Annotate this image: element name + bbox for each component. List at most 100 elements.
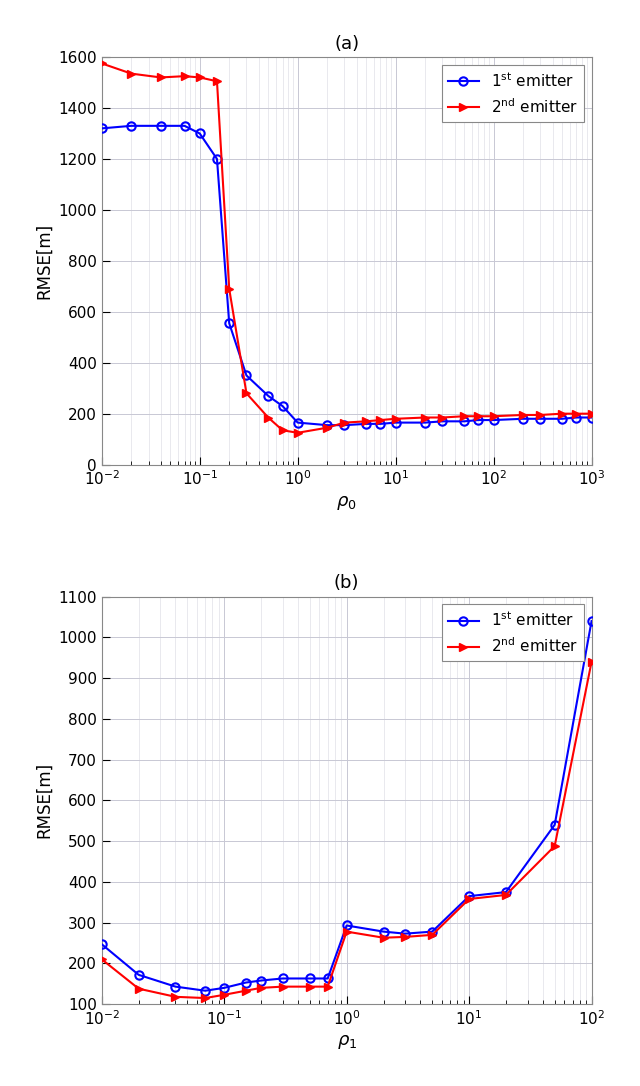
2$^{\mathrm{nd}}$ emitter — [279, 981, 287, 994]
1$^{\mathrm{st}}$ emitter — [196, 127, 204, 140]
2$^{\mathrm{nd}}$ emitter — [460, 409, 468, 422]
1$^{\mathrm{st}}$ emitter — [323, 418, 331, 431]
2$^{\mathrm{nd}}$ emitter — [225, 282, 233, 295]
1$^{\mathrm{st}}$ emitter — [380, 925, 387, 938]
2$^{\mathrm{nd}}$ emitter — [127, 67, 135, 80]
1$^{\mathrm{st}}$ emitter — [340, 418, 348, 431]
2$^{\mathrm{nd}}$ emitter — [324, 981, 332, 994]
1$^{\mathrm{st}}$ emitter — [127, 119, 135, 132]
Y-axis label: RMSE[m]: RMSE[m] — [35, 762, 53, 838]
2$^{\mathrm{nd}}$ emitter — [536, 408, 544, 421]
X-axis label: $\rho_1$: $\rho_1$ — [337, 1033, 357, 1051]
1$^{\mathrm{st}}$ emitter — [465, 889, 473, 902]
1$^{\mathrm{st}}$ emitter — [242, 976, 250, 989]
1$^{\mathrm{st}}$ emitter — [278, 400, 286, 413]
1$^{\mathrm{st}}$ emitter — [421, 416, 429, 429]
1$^{\mathrm{st}}$ emitter — [502, 885, 510, 898]
1$^{\mathrm{st}}$ emitter — [324, 972, 332, 985]
1$^{\mathrm{st}}$ emitter — [588, 411, 595, 424]
X-axis label: $\rho_0$: $\rho_0$ — [337, 494, 357, 512]
2$^{\mathrm{nd}}$ emitter — [264, 411, 272, 424]
1$^{\mathrm{st}}$ emitter — [98, 122, 106, 135]
Line: 1$^{\mathrm{st}}$ emitter: 1$^{\mathrm{st}}$ emitter — [97, 617, 596, 995]
2$^{\mathrm{nd}}$ emitter — [243, 387, 250, 400]
2$^{\mathrm{nd}}$ emitter — [323, 421, 331, 434]
2$^{\mathrm{nd}}$ emitter — [242, 984, 250, 997]
2$^{\mathrm{nd}}$ emitter — [213, 75, 221, 88]
2$^{\mathrm{nd}}$ emitter — [475, 409, 483, 422]
2$^{\mathrm{nd}}$ emitter — [392, 413, 399, 426]
2$^{\mathrm{nd}}$ emitter — [588, 407, 595, 420]
2$^{\mathrm{nd}}$ emitter — [421, 411, 429, 424]
1$^{\mathrm{st}}$ emitter — [460, 415, 468, 428]
1$^{\mathrm{st}}$ emitter — [558, 413, 566, 426]
1$^{\mathrm{st}}$ emitter — [392, 416, 399, 429]
1$^{\mathrm{st}}$ emitter — [243, 369, 250, 382]
Line: 2$^{\mathrm{nd}}$ emitter: 2$^{\mathrm{nd}}$ emitter — [97, 60, 596, 437]
2$^{\mathrm{nd}}$ emitter — [306, 981, 314, 994]
1$^{\mathrm{st}}$ emitter — [376, 417, 384, 430]
Line: 2$^{\mathrm{nd}}$ emitter: 2$^{\mathrm{nd}}$ emitter — [97, 658, 596, 1002]
2$^{\mathrm{nd}}$ emitter — [340, 416, 348, 429]
2$^{\mathrm{nd}}$ emitter — [343, 925, 351, 938]
1$^{\mathrm{st}}$ emitter — [438, 415, 446, 428]
2$^{\mathrm{nd}}$ emitter — [220, 988, 228, 1001]
2$^{\mathrm{nd}}$ emitter — [135, 982, 143, 995]
1$^{\mathrm{st}}$ emitter — [157, 119, 164, 132]
2$^{\mathrm{nd}}$ emitter — [172, 990, 179, 1003]
1$^{\mathrm{st}}$ emitter — [294, 416, 301, 429]
Title: (b): (b) — [334, 574, 360, 592]
1$^{\mathrm{st}}$ emitter — [202, 984, 209, 997]
2$^{\mathrm{nd}}$ emitter — [157, 71, 164, 84]
2$^{\mathrm{nd}}$ emitter — [278, 424, 286, 437]
2$^{\mathrm{nd}}$ emitter — [465, 893, 473, 906]
1$^{\mathrm{st}}$ emitter — [536, 413, 544, 426]
2$^{\mathrm{nd}}$ emitter — [362, 415, 370, 428]
1$^{\mathrm{st}}$ emitter — [362, 417, 370, 430]
Title: (a): (a) — [334, 35, 359, 53]
2$^{\mathrm{nd}}$ emitter — [502, 888, 510, 901]
2$^{\mathrm{nd}}$ emitter — [98, 952, 106, 965]
1$^{\mathrm{st}}$ emitter — [172, 981, 179, 994]
2$^{\mathrm{nd}}$ emitter — [588, 655, 595, 668]
2$^{\mathrm{nd}}$ emitter — [573, 407, 580, 420]
1$^{\mathrm{st}}$ emitter — [213, 152, 221, 165]
1$^{\mathrm{st}}$ emitter — [551, 819, 559, 832]
2$^{\mathrm{nd}}$ emitter — [196, 71, 204, 84]
1$^{\mathrm{st}}$ emitter — [98, 937, 106, 950]
1$^{\mathrm{st}}$ emitter — [490, 414, 497, 427]
2$^{\mathrm{nd}}$ emitter — [380, 931, 387, 944]
1$^{\mathrm{st}}$ emitter — [519, 413, 527, 426]
1$^{\mathrm{st}}$ emitter — [135, 969, 143, 982]
2$^{\mathrm{nd}}$ emitter — [519, 408, 527, 421]
2$^{\mathrm{nd}}$ emitter — [257, 982, 265, 995]
1$^{\mathrm{st}}$ emitter — [306, 972, 314, 985]
2$^{\mathrm{nd}}$ emitter — [551, 839, 559, 853]
1$^{\mathrm{st}}$ emitter — [588, 615, 595, 628]
1$^{\mathrm{st}}$ emitter — [264, 390, 272, 403]
2$^{\mathrm{nd}}$ emitter — [98, 56, 106, 70]
1$^{\mathrm{st}}$ emitter — [180, 119, 188, 132]
1$^{\mathrm{st}}$ emitter — [573, 411, 580, 424]
1$^{\mathrm{st}}$ emitter — [428, 925, 436, 938]
2$^{\mathrm{nd}}$ emitter — [558, 407, 566, 420]
1$^{\mathrm{st}}$ emitter — [279, 972, 287, 985]
1$^{\mathrm{st}}$ emitter — [220, 982, 228, 995]
1$^{\mathrm{st}}$ emitter — [225, 317, 233, 330]
2$^{\mathrm{nd}}$ emitter — [202, 992, 209, 1005]
Line: 1$^{\mathrm{st}}$ emitter: 1$^{\mathrm{st}}$ emitter — [97, 122, 596, 429]
1$^{\mathrm{st}}$ emitter — [343, 919, 351, 932]
Y-axis label: RMSE[m]: RMSE[m] — [35, 223, 52, 299]
2$^{\mathrm{nd}}$ emitter — [376, 414, 384, 427]
1$^{\mathrm{st}}$ emitter — [475, 414, 483, 427]
Legend: 1$^{\mathrm{st}}$ emitter, 2$^{\mathrm{nd}}$ emitter: 1$^{\mathrm{st}}$ emitter, 2$^{\mathrm{n… — [442, 604, 584, 661]
2$^{\mathrm{nd}}$ emitter — [438, 411, 446, 424]
1$^{\mathrm{st}}$ emitter — [257, 974, 265, 987]
2$^{\mathrm{nd}}$ emitter — [180, 70, 188, 83]
Legend: 1$^{\mathrm{st}}$ emitter, 2$^{\mathrm{nd}}$ emitter: 1$^{\mathrm{st}}$ emitter, 2$^{\mathrm{n… — [442, 65, 584, 122]
2$^{\mathrm{nd}}$ emitter — [428, 929, 436, 942]
1$^{\mathrm{st}}$ emitter — [401, 927, 409, 940]
2$^{\mathrm{nd}}$ emitter — [490, 409, 497, 422]
2$^{\mathrm{nd}}$ emitter — [401, 931, 409, 944]
2$^{\mathrm{nd}}$ emitter — [294, 427, 301, 440]
